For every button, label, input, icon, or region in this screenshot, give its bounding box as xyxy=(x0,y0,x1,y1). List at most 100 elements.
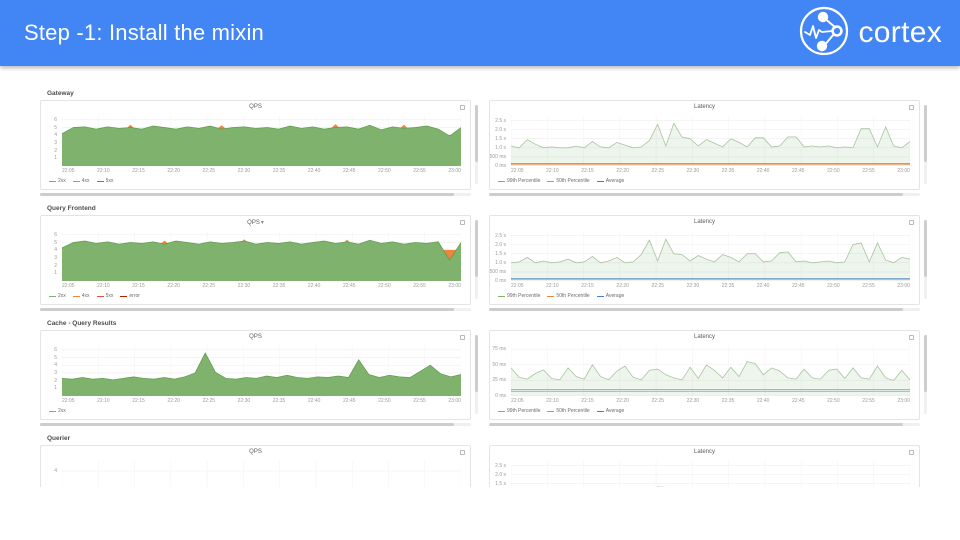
legend-swatch xyxy=(96,180,104,182)
legend-swatch xyxy=(72,295,80,297)
vertical-scrollbar[interactable] xyxy=(924,335,927,414)
chart-legend[interactable]: 99th Percentile 50th Percentile Average xyxy=(498,408,909,414)
chart-legend[interactable]: 2xx 4xx 5xx xyxy=(49,178,460,184)
legend-item[interactable]: 4xx xyxy=(72,178,90,184)
vertical-scrollbar[interactable] xyxy=(475,220,478,299)
scrollbar-thumb[interactable] xyxy=(40,308,454,311)
x-tick-label: 22:45 xyxy=(792,168,805,174)
legend-item[interactable]: 5xx xyxy=(96,178,113,184)
cortex-logo-icon xyxy=(798,5,850,62)
horizontal-scrollbar[interactable] xyxy=(489,423,920,426)
legend-item[interactable]: 2xx xyxy=(49,408,66,414)
legend-label: Average xyxy=(605,178,625,184)
legend-item[interactable]: Average xyxy=(596,293,624,299)
horizontal-scrollbar[interactable] xyxy=(489,193,920,196)
chart-legend[interactable]: 99th Percentile 50th Percentile Average xyxy=(498,178,909,184)
chart-plot xyxy=(511,116,910,166)
vertical-scrollbar[interactable] xyxy=(924,105,927,184)
legend-swatch xyxy=(498,180,505,182)
y-tick-label: 1 xyxy=(54,155,57,162)
scrollbar-thumb[interactable] xyxy=(40,193,454,196)
horizontal-scrollbar[interactable] xyxy=(489,308,920,311)
panel-share-icon[interactable] xyxy=(909,105,914,110)
brand-name: cortex xyxy=(858,16,942,49)
horizontal-scrollbar[interactable] xyxy=(40,308,471,311)
panel-title: QPS▾ xyxy=(41,449,470,455)
x-tick-label: 22:10 xyxy=(97,168,110,174)
x-axis-labels: 22:05 22:10 22:15 22:20 22:25 22:30 22:35 22:40… xyxy=(62,168,461,174)
vertical-scrollbar[interactable] xyxy=(924,220,927,299)
y-tick-label: 1.5 s xyxy=(495,250,506,257)
legend-item[interactable]: 50th Percentile xyxy=(547,178,590,184)
y-tick-label: 2.0 s xyxy=(495,126,506,133)
legend-label: 2xx xyxy=(58,293,66,299)
panel-share-icon[interactable] xyxy=(460,105,465,110)
vertical-scrollbar[interactable] xyxy=(475,105,478,184)
chart-legend[interactable]: 2xx 4xx 5xx error xyxy=(49,293,460,299)
scrollbar-thumb[interactable] xyxy=(489,308,903,311)
scrollbar-thumb[interactable] xyxy=(40,423,454,426)
legend-item[interactable]: 2xx xyxy=(49,293,66,299)
x-tick-label: 22:20 xyxy=(167,283,180,289)
vertical-scrollbar[interactable] xyxy=(475,335,478,414)
horizontal-scrollbar[interactable] xyxy=(40,193,471,196)
legend-item[interactable]: 99th Percentile xyxy=(498,408,540,414)
x-tick-label: 22:50 xyxy=(378,283,391,289)
legend-swatch xyxy=(596,180,604,182)
legend-item[interactable]: Average xyxy=(596,408,624,414)
legend-item[interactable]: 4xx xyxy=(72,293,90,299)
scrollbar-thumb[interactable] xyxy=(924,220,927,277)
panel-share-icon[interactable] xyxy=(460,450,465,455)
scrollbar-thumb[interactable] xyxy=(475,335,478,392)
panel-title-text: QPS xyxy=(249,449,262,455)
x-tick-label: 22:10 xyxy=(546,168,559,174)
legend-item[interactable]: Average xyxy=(596,178,625,184)
scrollbar-thumb[interactable] xyxy=(475,220,478,277)
x-tick-label: 22:30 xyxy=(686,168,700,174)
scrollbar-thumb[interactable] xyxy=(924,335,927,392)
panel-share-icon[interactable] xyxy=(909,450,914,455)
legend-swatch xyxy=(49,410,56,412)
y-tick-label: 0 ms xyxy=(495,278,506,284)
legend-item[interactable]: 50th Percentile xyxy=(547,408,590,414)
legend-swatch xyxy=(72,180,80,182)
panel-title: QPS▾ xyxy=(41,219,470,226)
legend-item[interactable]: 5xx xyxy=(96,293,114,299)
panel-share-icon[interactable] xyxy=(909,335,914,340)
legend-item[interactable]: error xyxy=(120,293,140,299)
legend-label: 5xx xyxy=(105,293,114,299)
panel-title-text: QPS xyxy=(247,220,260,226)
panel-title: QPS▾ xyxy=(41,334,470,340)
scrollbar-thumb[interactable] xyxy=(489,193,903,196)
panel-share-icon[interactable] xyxy=(460,220,465,225)
scrollbar-thumb[interactable] xyxy=(475,105,478,162)
panel-share-icon[interactable] xyxy=(909,220,914,225)
x-tick-label: 22:05 xyxy=(62,168,75,174)
legend-swatch xyxy=(49,295,56,297)
legend-label: 50th Percentile xyxy=(556,408,590,414)
legend-item[interactable]: 50th Percentile xyxy=(547,293,590,299)
caret-down-icon[interactable]: ▾ xyxy=(260,220,264,226)
y-tick-label: 2.5 s xyxy=(495,232,506,239)
x-tick-label: 22:45 xyxy=(792,398,805,404)
y-tick-label: 3 xyxy=(54,369,57,376)
x-tick-label: 22:20 xyxy=(616,283,629,289)
scrollbar-thumb[interactable] xyxy=(489,423,903,426)
x-tick-label: 22:40 xyxy=(307,398,321,404)
panel-share-icon[interactable] xyxy=(460,335,465,340)
legend-item[interactable]: 2xx xyxy=(49,178,66,184)
chart-legend[interactable]: 2xx xyxy=(49,408,460,414)
legend-item[interactable]: 99th Percentile xyxy=(498,178,540,184)
x-tick-label: 22:15 xyxy=(132,283,145,289)
legend-item[interactable]: 99th Percentile xyxy=(498,293,540,299)
chart-legend[interactable]: 99th Percentile 50th Percentile Average xyxy=(498,293,909,299)
horizontal-scrollbar[interactable] xyxy=(40,423,471,426)
scrollbar-thumb[interactable] xyxy=(924,105,927,162)
